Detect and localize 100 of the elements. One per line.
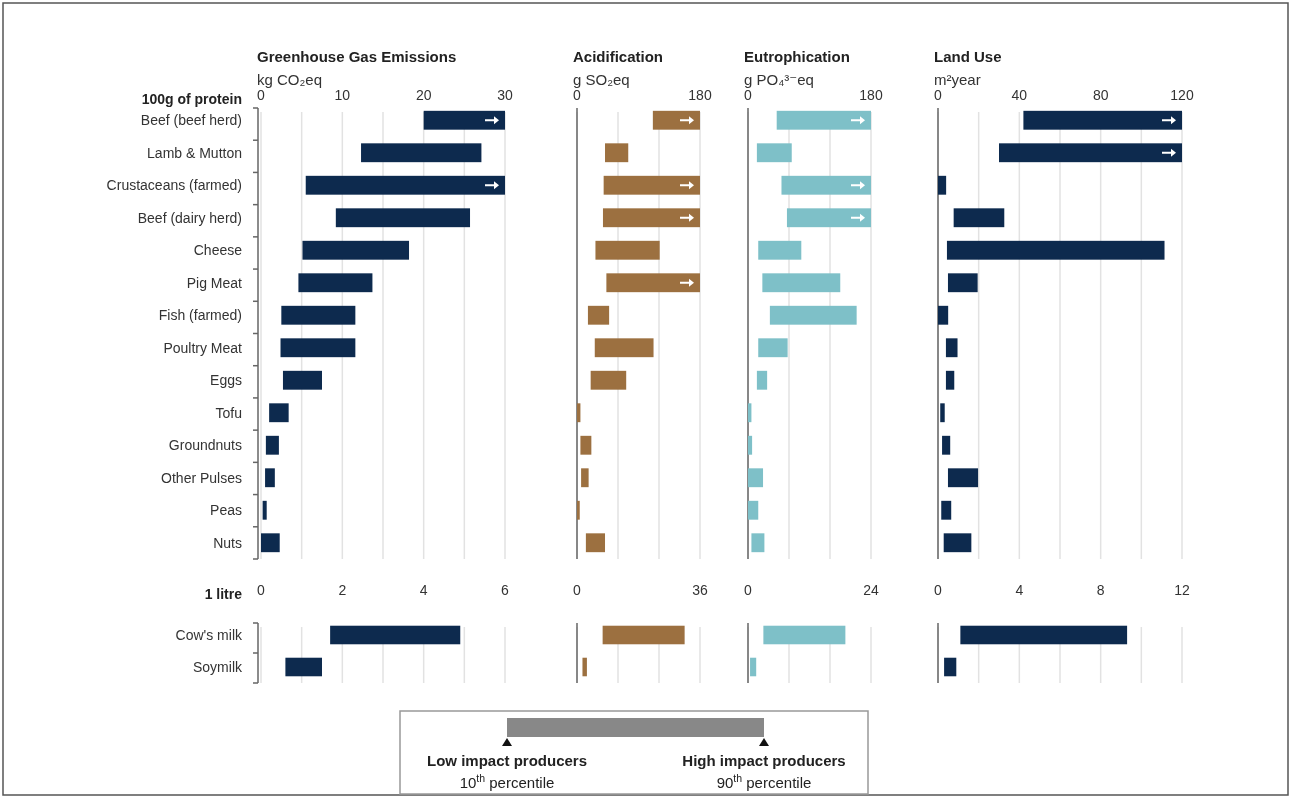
y-axis-title: 1 litre: [204, 586, 243, 602]
chart-title: Greenhouse Gas Emissions: [257, 48, 457, 65]
bar: [946, 240, 1165, 260]
bar: [361, 143, 482, 163]
bar: [748, 500, 759, 520]
y-tick-label: Beef (dairy herd): [137, 209, 242, 226]
bar: [423, 110, 505, 130]
bar: [282, 370, 322, 390]
x-tick-label: 4: [1015, 582, 1024, 598]
chart-subtitle: g PO₄³⁻eq: [744, 71, 814, 88]
x-tick-label: 0: [744, 582, 753, 598]
bar: [261, 533, 280, 553]
x-tick-label: 8: [1096, 582, 1105, 598]
bar: [781, 175, 871, 195]
x-tick-label: 0: [257, 582, 266, 598]
x-tick-label: 0: [934, 582, 943, 598]
bar: [748, 468, 764, 488]
bar: [305, 175, 505, 195]
y-tick-label: Cheese: [193, 242, 243, 259]
y-tick-label: Other Pulses: [161, 469, 242, 486]
x-tick-label: 20: [415, 87, 432, 103]
y-tick-label: Pig Meat: [186, 274, 243, 291]
chart-subtitle: m²year: [934, 71, 981, 88]
bar: [281, 305, 356, 325]
bar: [595, 240, 660, 260]
bar: [942, 435, 951, 455]
bar: [280, 338, 356, 358]
x-tick-label: 30: [497, 87, 513, 103]
bar: [602, 208, 700, 228]
bar: [580, 435, 592, 455]
y-tick-label: Crustaceans (farmed): [106, 177, 242, 194]
bar: [758, 240, 802, 260]
bar: [943, 533, 972, 553]
bar: [269, 403, 289, 423]
bar: [940, 403, 945, 423]
bar: [298, 273, 373, 293]
bar: [265, 468, 275, 488]
x-tick-label: 80: [1092, 87, 1109, 103]
bar: [587, 305, 610, 325]
y-tick-label: Eggs: [210, 372, 242, 389]
bar: [938, 305, 949, 325]
bar: [751, 533, 765, 553]
chart-title: Acidification: [573, 48, 664, 65]
x-tick-label: 180: [859, 87, 883, 103]
bar: [945, 370, 955, 390]
bar: [585, 533, 606, 553]
text: Low impact producers: [426, 752, 588, 769]
bar: [335, 208, 471, 228]
y-tick-label: Groundnuts: [168, 437, 242, 454]
bar: [606, 273, 700, 293]
x-tick-label: 0: [257, 87, 266, 103]
bar: [302, 240, 410, 260]
y-tick-label: Lamb & Mutton: [147, 144, 242, 161]
y-tick-label: Soymilk: [192, 658, 243, 675]
bar: [758, 338, 788, 358]
bar: [762, 273, 841, 293]
x-tick-label: 10: [334, 87, 351, 103]
y-tick-label: Tofu: [215, 404, 242, 421]
x-tick-label: 0: [573, 87, 582, 103]
chart-title: Land Use: [934, 48, 1002, 65]
bar: [938, 175, 947, 195]
y-tick-label: Beef (beef herd): [140, 112, 242, 129]
x-tick-label: 180: [688, 87, 712, 103]
chart-title: Eutrophication: [744, 48, 850, 65]
bar: [756, 143, 792, 163]
x-tick-label: 24: [863, 582, 879, 598]
y-tick-label: Nuts: [213, 534, 242, 551]
y-axis-title: 100g of protein: [141, 91, 242, 107]
bar: [594, 338, 654, 358]
bar: [748, 435, 753, 455]
x-tick-label: 0: [934, 87, 943, 103]
text: 10$^{th}$ percentile: [459, 772, 555, 791]
y-tick-label: Fish (farmed): [158, 307, 242, 324]
bar: [947, 468, 979, 488]
bar: [786, 208, 871, 228]
bar: [941, 500, 952, 520]
x-tick-label: 0: [744, 87, 753, 103]
x-tick-label: 6: [501, 582, 510, 598]
bar: [953, 208, 1005, 228]
bar: [769, 305, 857, 325]
x-tick-label: 12: [1174, 582, 1190, 598]
chart-subtitle: kg CO₂eq: [257, 71, 323, 88]
x-tick-label: 2: [338, 582, 347, 598]
x-tick-label: 0: [573, 582, 582, 598]
bar: [652, 110, 700, 130]
x-tick-label: 120: [1170, 87, 1194, 103]
x-tick-label: 40: [1011, 87, 1028, 103]
bar: [756, 370, 768, 390]
bar: [581, 468, 589, 488]
bar: [605, 143, 629, 163]
bar: [947, 273, 978, 293]
bar: [1023, 110, 1182, 130]
bar: [999, 143, 1182, 163]
y-tick-label: Peas: [210, 502, 242, 519]
bar: [776, 110, 871, 130]
bar: [603, 175, 700, 195]
chart-subtitle: g SO₂eq: [573, 71, 630, 88]
text: 90$^{th}$ percentile: [716, 772, 812, 791]
x-tick-label: 4: [419, 582, 428, 598]
x-tick-label: 36: [692, 582, 708, 598]
